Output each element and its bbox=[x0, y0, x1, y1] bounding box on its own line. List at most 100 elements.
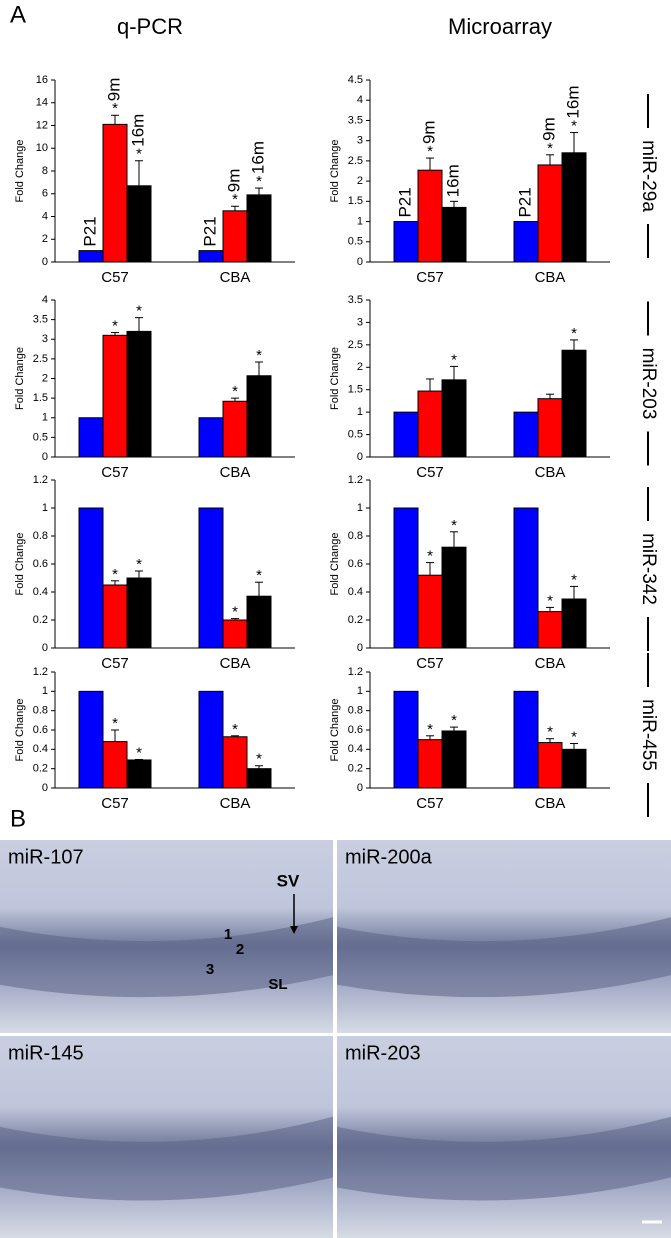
bar-label: P21 bbox=[395, 187, 414, 217]
y-tick-label: 12 bbox=[36, 119, 48, 131]
significance-marker: * bbox=[256, 567, 262, 584]
bar bbox=[222, 619, 248, 649]
row-label: miR-455 bbox=[638, 699, 659, 771]
y-tick-label: 0.5 bbox=[348, 236, 363, 248]
tissue-layer bbox=[337, 917, 671, 998]
y-tick-label: 0 bbox=[42, 256, 48, 268]
y-tick-label: 3 bbox=[357, 316, 363, 328]
y-tick-label: 2 bbox=[357, 175, 363, 187]
y-tick-label: 1 bbox=[42, 685, 48, 697]
y-tick-label: 0.8 bbox=[33, 705, 48, 717]
x-tick-label: CBA bbox=[535, 655, 566, 672]
panel-label: A bbox=[10, 1, 26, 28]
bar bbox=[246, 595, 272, 649]
y-tick-label: 0.6 bbox=[348, 558, 363, 570]
bar bbox=[513, 221, 539, 263]
y-tick-label: 0 bbox=[357, 451, 363, 463]
significance-marker: * bbox=[571, 118, 577, 135]
significance-marker: * bbox=[256, 173, 262, 190]
y-tick-label: 1.5 bbox=[348, 195, 363, 207]
significance-marker: * bbox=[232, 383, 238, 400]
y-tick-label: 4.5 bbox=[348, 74, 363, 86]
y-axis-label: Fold Change bbox=[14, 699, 26, 762]
x-tick-label: C57 bbox=[416, 795, 444, 812]
y-tick-label: 10 bbox=[36, 142, 48, 154]
y-tick-label: 0.2 bbox=[348, 614, 363, 626]
y-tick-label: 1 bbox=[357, 406, 363, 418]
bar bbox=[246, 194, 272, 263]
y-tick-label: 3.5 bbox=[348, 114, 363, 126]
bar bbox=[102, 741, 128, 789]
y-axis-label: Fold Change bbox=[329, 140, 341, 203]
arrow-head bbox=[290, 926, 298, 934]
bar-label: P21 bbox=[80, 216, 99, 246]
bar bbox=[102, 584, 128, 649]
bar bbox=[513, 507, 539, 649]
row-label: miR-203 bbox=[638, 348, 659, 420]
annotation: 3 bbox=[206, 961, 214, 978]
significance-marker: * bbox=[232, 191, 238, 208]
y-tick-label: 1.2 bbox=[33, 474, 48, 486]
y-tick-label: 1.5 bbox=[348, 384, 363, 396]
y-tick-label: 0.6 bbox=[33, 724, 48, 736]
row-label: miR-29a bbox=[638, 140, 659, 212]
bar bbox=[561, 748, 587, 789]
significance-marker: * bbox=[451, 351, 457, 368]
y-tick-label: 3 bbox=[357, 135, 363, 147]
y-tick-label: 2 bbox=[357, 361, 363, 373]
y-tick-label: 0 bbox=[357, 642, 363, 654]
bar bbox=[102, 334, 128, 458]
x-tick-label: CBA bbox=[220, 795, 251, 812]
bar bbox=[78, 250, 104, 263]
bar bbox=[537, 611, 563, 649]
bar-label: 16m bbox=[443, 164, 462, 197]
x-tick-label: C57 bbox=[101, 269, 129, 286]
x-tick-label: CBA bbox=[220, 269, 251, 286]
column-title: q-PCR bbox=[117, 14, 183, 39]
y-tick-label: 0 bbox=[42, 782, 48, 794]
bar bbox=[198, 690, 224, 789]
y-tick-label: 0.2 bbox=[33, 614, 48, 626]
y-tick-label: 1 bbox=[42, 412, 48, 424]
significance-marker: * bbox=[571, 729, 577, 746]
significance-marker: * bbox=[547, 140, 553, 157]
row-label: miR-342 bbox=[638, 533, 659, 605]
significance-marker: * bbox=[451, 517, 457, 534]
x-tick-label: C57 bbox=[416, 464, 444, 481]
y-tick-label: 16 bbox=[36, 74, 48, 86]
bar bbox=[417, 574, 443, 649]
bar-label: 9m bbox=[539, 117, 558, 141]
image-title: miR-203 bbox=[345, 1042, 421, 1064]
y-tick-label: 0 bbox=[42, 451, 48, 463]
bar-label: 16m bbox=[248, 141, 267, 174]
significance-marker: * bbox=[571, 571, 577, 588]
significance-marker: * bbox=[232, 604, 238, 621]
bar bbox=[102, 123, 128, 263]
significance-marker: * bbox=[427, 143, 433, 160]
x-tick-label: CBA bbox=[535, 795, 566, 812]
y-axis-label: Fold Change bbox=[329, 533, 341, 596]
bar bbox=[126, 330, 152, 458]
x-tick-label: CBA bbox=[220, 655, 251, 672]
y-tick-label: 0 bbox=[42, 642, 48, 654]
y-tick-label: 0 bbox=[357, 256, 363, 268]
bar-label: 16m bbox=[563, 85, 582, 118]
y-tick-label: 0.4 bbox=[33, 586, 48, 598]
bar bbox=[393, 221, 419, 263]
x-tick-label: C57 bbox=[416, 269, 444, 286]
x-tick-label: C57 bbox=[101, 655, 129, 672]
bar bbox=[393, 507, 419, 649]
annotation: SL bbox=[268, 976, 287, 993]
image-title: miR-200a bbox=[345, 846, 433, 868]
y-tick-label: 0.5 bbox=[33, 431, 48, 443]
y-tick-label: 8 bbox=[42, 165, 48, 177]
y-tick-label: 0.8 bbox=[33, 530, 48, 542]
y-tick-label: 0.4 bbox=[348, 586, 363, 598]
bar bbox=[78, 690, 104, 789]
significance-marker: * bbox=[136, 146, 142, 163]
bar bbox=[222, 210, 248, 263]
bar bbox=[417, 739, 443, 789]
significance-marker: * bbox=[136, 556, 142, 573]
x-tick-label: C57 bbox=[416, 655, 444, 672]
